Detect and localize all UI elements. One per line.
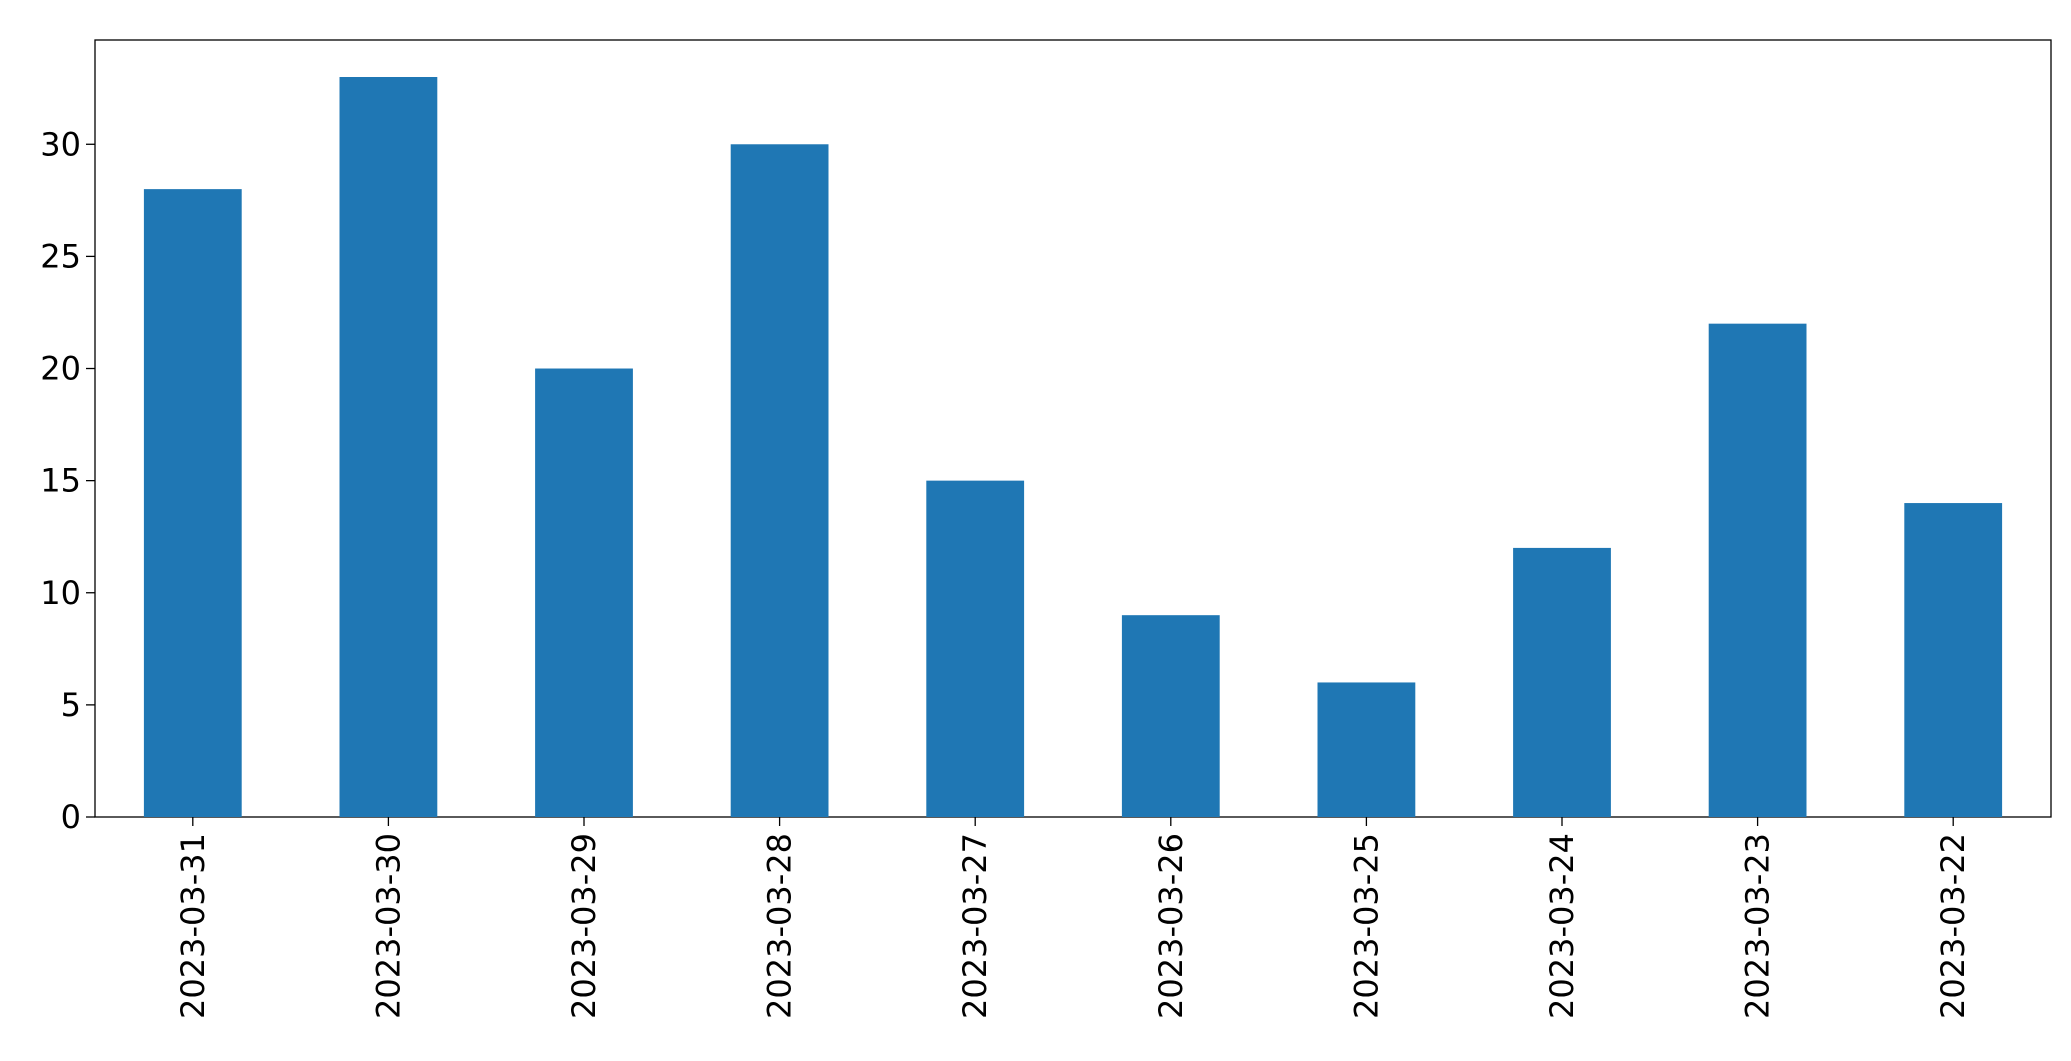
x-tick-label: 2023-03-29 — [565, 833, 603, 1019]
y-tick-label: 5 — [61, 686, 81, 724]
y-tick-label: 30 — [40, 125, 81, 163]
plot-frame — [94, 39, 2052, 818]
y-tick-label: 10 — [40, 574, 81, 612]
bar — [1121, 615, 1220, 817]
bar — [339, 77, 438, 817]
bar — [143, 189, 242, 817]
y-tick-label: 20 — [40, 350, 81, 388]
bar — [1708, 323, 1807, 817]
x-tick-label: 2023-03-23 — [1739, 833, 1777, 1019]
x-tick-label: 2023-03-24 — [1543, 833, 1581, 1019]
x-tick-label: 2023-03-31 — [174, 833, 212, 1019]
bar — [1904, 503, 2003, 817]
bar — [1317, 682, 1416, 817]
bar — [730, 144, 829, 818]
x-tick-label: 2023-03-22 — [1934, 833, 1972, 1019]
y-tick-label: 0 — [61, 798, 81, 836]
y-tick-label: 25 — [40, 237, 81, 275]
x-tick-label: 2023-03-25 — [1347, 833, 1385, 1019]
x-tick-label: 2023-03-30 — [369, 833, 407, 1019]
bar — [926, 480, 1025, 817]
bar — [535, 368, 633, 817]
x-tick-label: 2023-03-28 — [761, 833, 799, 1019]
y-tick-label: 15 — [40, 462, 81, 500]
x-tick-label: 2023-03-26 — [1152, 833, 1190, 1019]
x-tick-label: 2023-03-27 — [956, 833, 994, 1019]
bar — [1513, 547, 1611, 817]
